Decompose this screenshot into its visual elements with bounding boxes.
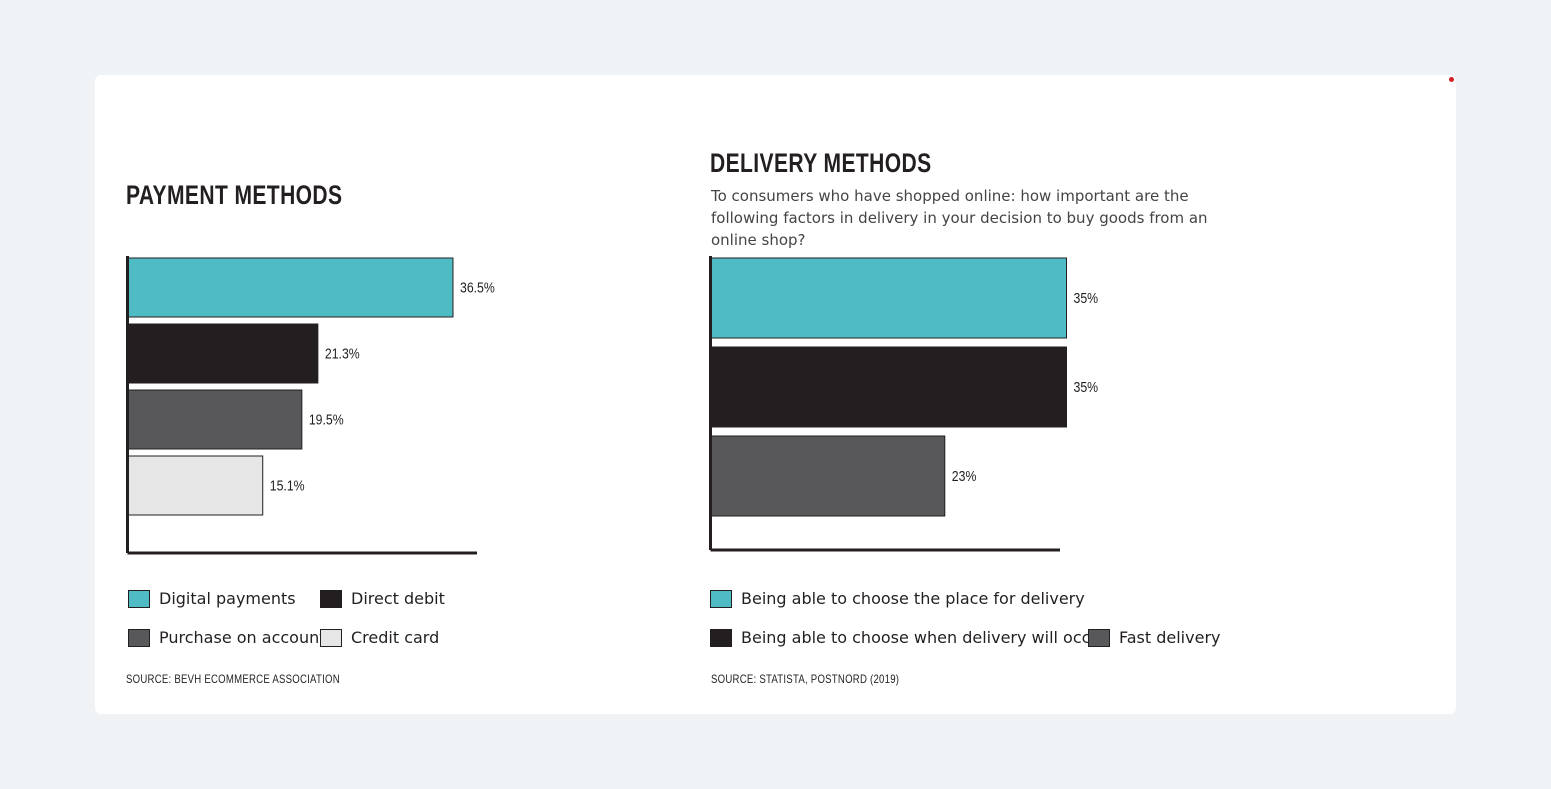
data-label-fast-delivery: 23%	[952, 468, 977, 484]
data-label-being-able-to-choose-when-delivery-will-occur: 35%	[1074, 379, 1099, 395]
legend-item-credit-card: Credit card	[320, 628, 439, 647]
delivery-source: SOURCE: STATISTA, POSTNORD (2019)	[711, 672, 900, 686]
legend-item-digital-payments: Digital payments	[128, 589, 296, 608]
red-dot-marker	[1449, 77, 1454, 82]
payment-source: SOURCE: BEVH ECOMMERCE ASSOCIATION	[126, 672, 340, 686]
legend-swatch	[710, 589, 732, 608]
legend-label: Fast delivery	[1119, 628, 1221, 647]
legend-swatch	[128, 628, 150, 647]
payment-methods-chart: 36.5% 21.3% 19.5% 15.1%	[126, 256, 495, 555]
legend-swatch	[320, 628, 342, 647]
delivery-methods-subtitle: To consumers who have shopped online: ho…	[711, 187, 1208, 249]
bar-digital-payments	[128, 257, 454, 318]
bar-direct-debit	[128, 323, 319, 384]
legend-item-fast-delivery: Fast delivery	[1088, 628, 1220, 647]
bar-purchase-on-account	[128, 389, 303, 450]
legend-label: Purchase on account	[159, 628, 326, 647]
legend-label: Being able to choose the place for deliv…	[741, 589, 1085, 608]
data-label-digital-payments: 36.5%	[460, 279, 495, 295]
legend-label: Being able to choose when delivery will …	[741, 628, 1108, 647]
legend-swatch	[128, 589, 150, 608]
legend-label: Direct debit	[351, 589, 445, 608]
legend-swatch	[320, 589, 342, 608]
legend-label: Digital payments	[159, 589, 296, 608]
bar-credit-card	[128, 455, 264, 516]
legend-item-choose-place: Being able to choose the place for deliv…	[710, 589, 1085, 608]
bar-fast-delivery	[711, 435, 946, 517]
data-label-being-able-to-choose-the-place-for-delivery: 35%	[1074, 290, 1099, 306]
legend-swatch	[710, 628, 732, 647]
legend-swatch	[1088, 628, 1110, 647]
legend-item-choose-when: Being able to choose when delivery will …	[710, 628, 1107, 647]
legend-item-purchase-on-account: Purchase on account	[128, 628, 326, 647]
bar-being-able-to-choose-the-place-for-delivery	[711, 257, 1067, 339]
delivery-methods-title: DELIVERY METHODS	[710, 148, 932, 178]
legend-item-direct-debit: Direct debit	[320, 589, 445, 608]
bar-being-able-to-choose-when-delivery-will-occur	[711, 346, 1067, 428]
delivery-methods-chart: 35% 35% 23%	[709, 256, 1099, 552]
payment-methods-title: PAYMENT METHODS	[126, 180, 343, 210]
data-label-purchase-on-account: 19.5%	[309, 411, 344, 427]
legend-label: Credit card	[351, 628, 440, 647]
data-label-credit-card: 15.1%	[270, 477, 305, 493]
data-label-direct-debit: 21.3%	[325, 345, 360, 361]
